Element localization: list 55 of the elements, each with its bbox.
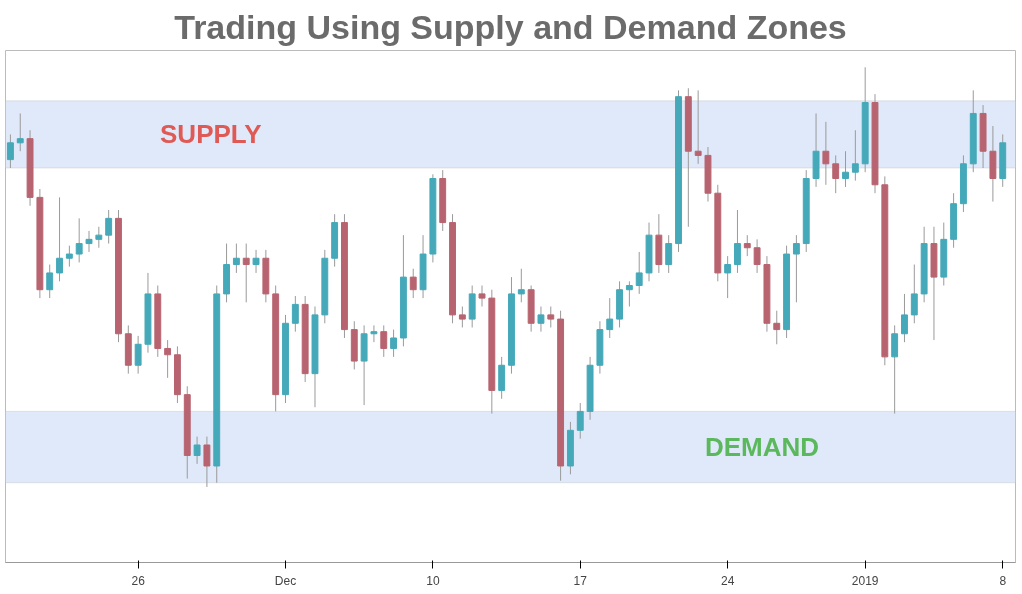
candlestick bbox=[734, 209, 741, 274]
candlestick bbox=[6, 133, 14, 169]
candlestick bbox=[193, 436, 201, 465]
candlestick bbox=[606, 297, 614, 339]
candlestick bbox=[842, 150, 849, 188]
x-tick-label: 24 bbox=[720, 573, 735, 588]
candlestick bbox=[478, 285, 486, 307]
candlestick bbox=[95, 226, 103, 249]
candlestick bbox=[409, 268, 417, 299]
candlestick bbox=[547, 306, 555, 328]
band-label: DEMAND bbox=[704, 432, 820, 463]
candlestick bbox=[517, 268, 525, 303]
candlestick bbox=[625, 280, 633, 307]
candlestick bbox=[724, 255, 732, 299]
candlestick bbox=[203, 436, 211, 488]
candlestick bbox=[390, 329, 398, 358]
candlestick bbox=[910, 264, 918, 324]
candlestick bbox=[134, 335, 142, 375]
candlestick bbox=[822, 121, 830, 186]
candlestick bbox=[232, 243, 240, 274]
candlestick bbox=[16, 112, 24, 152]
candlestick bbox=[56, 196, 63, 282]
candlestick bbox=[792, 234, 800, 303]
candlestick bbox=[665, 234, 673, 274]
x-tick-label: 8 bbox=[999, 573, 1007, 588]
candlestick bbox=[901, 293, 908, 343]
x-tick-label: Dec bbox=[274, 573, 297, 588]
candlestick bbox=[370, 324, 378, 343]
x-tick-label: 26 bbox=[131, 573, 146, 588]
candlestick bbox=[773, 310, 781, 345]
candlestick bbox=[743, 234, 751, 257]
x-tick-label: 10 bbox=[426, 573, 440, 588]
chart-title: Trading Using Supply and Demand Zones bbox=[174, 7, 847, 46]
x-tick-label: 17 bbox=[573, 573, 588, 588]
candlestick bbox=[164, 339, 172, 379]
candlestick bbox=[891, 324, 899, 415]
candlestick bbox=[65, 245, 73, 268]
candlestick bbox=[537, 306, 545, 333]
x-tick-label: 2019 bbox=[851, 573, 879, 588]
candlestick bbox=[75, 217, 83, 263]
candlestick bbox=[242, 243, 250, 303]
candlestick bbox=[46, 264, 54, 299]
candlestick bbox=[291, 295, 299, 333]
candlestick bbox=[380, 324, 388, 358]
candlestick bbox=[85, 230, 93, 253]
candlestick bbox=[252, 249, 260, 274]
candlestick bbox=[753, 238, 761, 274]
candlestick bbox=[832, 154, 840, 194]
candlestick bbox=[635, 251, 643, 295]
candlestick bbox=[105, 209, 113, 245]
candlestick bbox=[694, 89, 702, 165]
band-label: SUPPLY bbox=[160, 119, 262, 150]
candlestick bbox=[851, 129, 859, 182]
candlestick bbox=[576, 402, 584, 440]
candlestick bbox=[458, 306, 466, 328]
